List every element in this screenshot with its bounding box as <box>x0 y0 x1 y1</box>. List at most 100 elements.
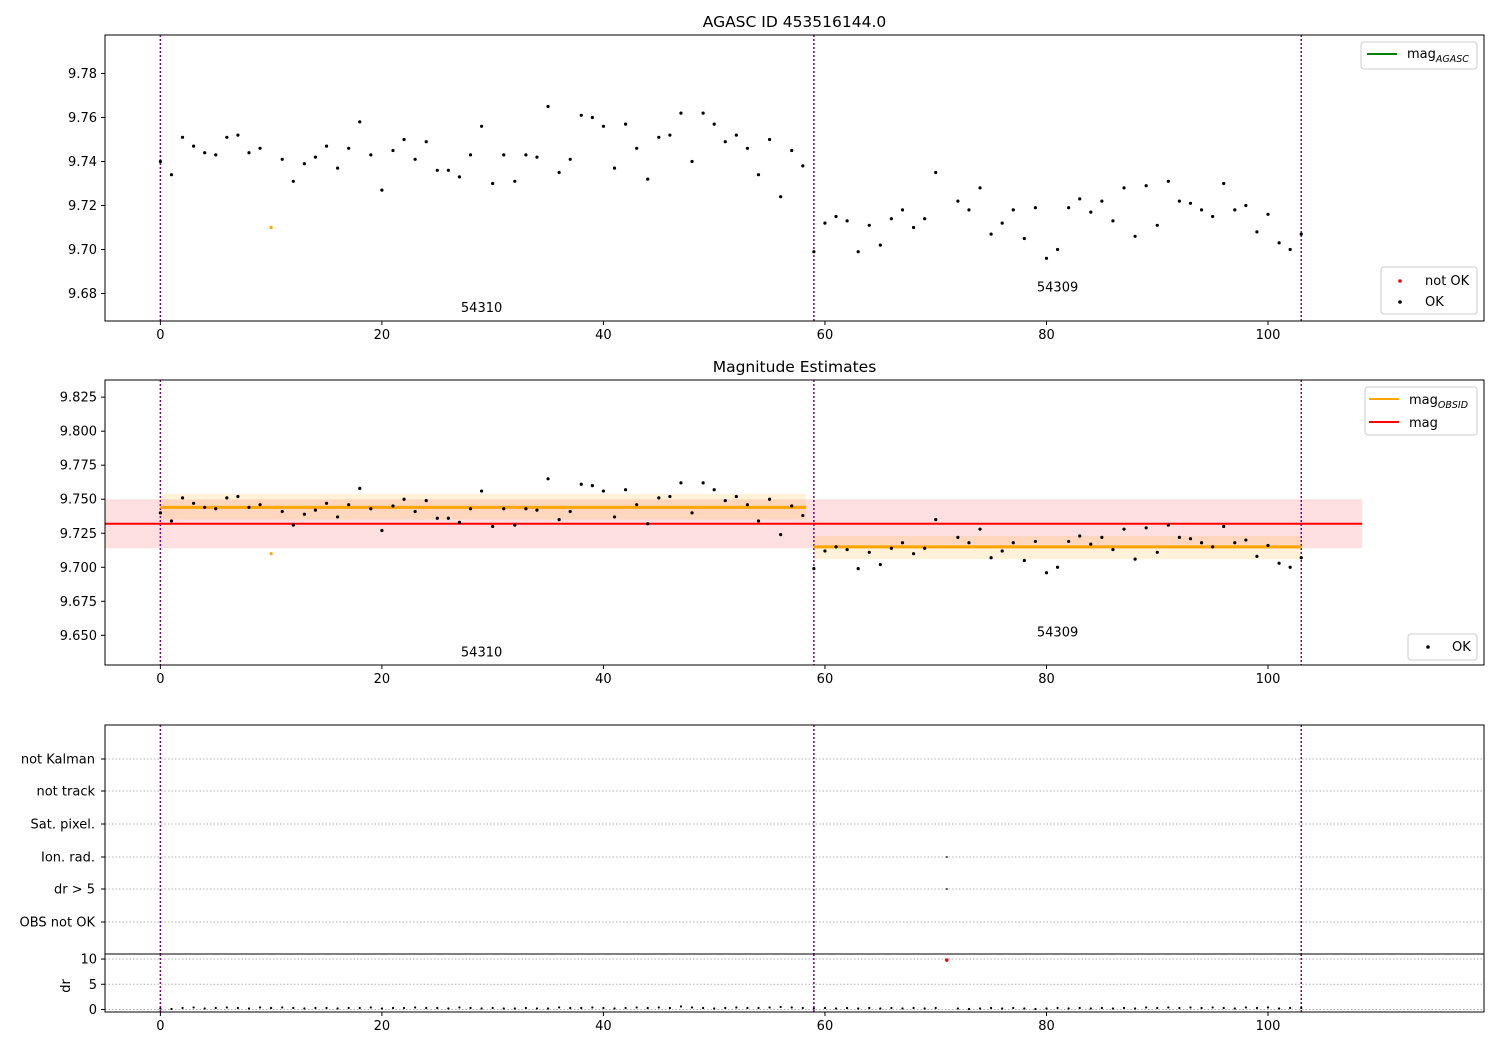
data-point <box>413 509 417 514</box>
dr-data-point <box>214 1006 217 1010</box>
dr-data-point <box>857 1007 860 1010</box>
chart-title: AGASC ID 453516144.0 <box>703 13 887 31</box>
x-tick-label: 100 <box>1256 1019 1281 1034</box>
data-point <box>369 153 373 157</box>
data-point <box>280 157 284 161</box>
data-point <box>291 523 295 527</box>
data-point <box>623 488 628 492</box>
data-point <box>1244 203 1248 208</box>
dr-data-point <box>1100 1006 1103 1010</box>
data-point <box>513 523 517 527</box>
chart-title: Magnitude Estimates <box>713 358 877 376</box>
dr-data-point <box>1244 1006 1247 1009</box>
dr-data-point <box>247 1007 251 1010</box>
data-point <box>900 541 905 545</box>
data-point <box>468 153 473 157</box>
data-point <box>956 535 960 539</box>
data-point <box>203 151 207 155</box>
data-point <box>657 496 661 500</box>
dr-data-point <box>735 1006 738 1009</box>
data-point <box>1011 541 1015 545</box>
data-point <box>834 545 838 549</box>
y-tick-label: 5 <box>89 978 97 993</box>
data-point <box>358 486 362 490</box>
data-point <box>646 177 650 181</box>
data-point <box>889 546 894 550</box>
legend-box <box>1407 633 1478 661</box>
dr-data-point <box>846 1006 849 1010</box>
data-point <box>635 146 639 150</box>
data-point <box>502 153 506 157</box>
dr-data-point <box>314 1006 317 1010</box>
data-point <box>291 179 295 183</box>
data-point <box>169 519 174 523</box>
data-point <box>391 148 395 153</box>
data-point <box>1277 241 1281 245</box>
data-point <box>646 522 650 526</box>
data-point <box>1266 543 1270 548</box>
dr-data-point <box>912 1006 915 1010</box>
data-point <box>214 153 218 157</box>
data-point <box>302 162 306 166</box>
y-tick-label: 9.775 <box>60 459 97 474</box>
data-point <box>1155 223 1159 227</box>
data-point <box>324 144 329 148</box>
x-tick-label: 80 <box>1038 328 1055 343</box>
x-tick-label: 40 <box>595 672 612 687</box>
dr-data-point <box>1145 1006 1148 1009</box>
data-point <box>779 195 783 199</box>
data-point <box>856 250 860 254</box>
dr-data-point <box>879 1007 882 1010</box>
dr-data-point <box>657 1006 660 1009</box>
data-point <box>280 509 284 514</box>
dr-data-point <box>702 1006 705 1010</box>
legend-label-text: mag <box>1409 416 1438 431</box>
y-tick-label: 9.78 <box>68 67 97 82</box>
data-point <box>745 503 750 507</box>
data-point <box>701 111 705 115</box>
dr-data-point <box>203 1007 206 1010</box>
data-point <box>358 120 362 124</box>
data-point <box>180 135 185 139</box>
y-tick-label: 9.825 <box>60 391 97 406</box>
data-point <box>192 144 196 148</box>
dr-data-point <box>1045 1007 1048 1010</box>
data-point <box>701 481 705 485</box>
legend-label-text: mag <box>1409 393 1438 408</box>
dr-data-point <box>546 1007 550 1010</box>
data-point <box>790 148 794 153</box>
dr-data-point <box>1001 1007 1004 1010</box>
dr-data-point <box>325 1006 328 1010</box>
dr-data-point <box>635 1006 638 1009</box>
y-tick-label: 9.800 <box>60 425 97 440</box>
data-point <box>180 496 185 500</box>
x-tick-label: 100 <box>1256 328 1281 343</box>
dr-data-point <box>1089 1007 1092 1010</box>
dr-data-point <box>1233 1007 1236 1010</box>
legend-label-subscript: OBSID <box>1438 400 1468 411</box>
dr-data-point <box>713 1007 716 1010</box>
data-point <box>845 219 849 223</box>
dr-data-point <box>790 1006 793 1009</box>
dr-data-point <box>1156 1006 1159 1010</box>
dr-data-point <box>569 1006 572 1010</box>
data-point <box>1111 219 1115 223</box>
data-point <box>635 503 639 507</box>
data-point <box>812 567 816 571</box>
dr-data-point <box>502 1007 505 1010</box>
category-label: not Kalman <box>21 753 95 768</box>
data-point <box>413 157 417 161</box>
plot-frame <box>104 379 1485 666</box>
data-point <box>923 217 927 221</box>
data-point <box>1155 550 1159 554</box>
data-point <box>967 208 971 212</box>
dr-data-point <box>292 1006 295 1010</box>
obsid-label: 54310 <box>461 301 502 316</box>
y-tick-label: 10 <box>80 953 97 968</box>
data-point <box>1100 199 1104 203</box>
x-tick-label: 40 <box>595 328 612 343</box>
legend-label-text: mag <box>1407 47 1436 62</box>
dr-data-point <box>303 1007 306 1010</box>
x-tick-label: 80 <box>1038 672 1055 687</box>
data-point <box>1089 542 1093 546</box>
